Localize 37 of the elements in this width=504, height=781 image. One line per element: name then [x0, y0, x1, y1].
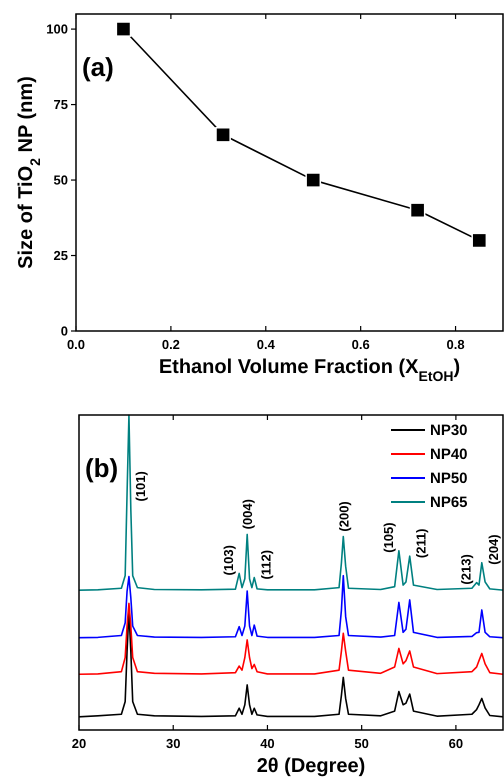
x-axis-title: Ethanol Volume Fraction (X$_{EtOH}$): [158, 356, 460, 384]
annotation: (105): [380, 522, 396, 553]
x-tick-label: 0.4: [256, 337, 276, 352]
y-tick-label: 0: [60, 324, 68, 338]
point: [215, 126, 231, 143]
legend-label: NP30: [430, 422, 468, 439]
x-axis-title: 2θ (Degree): [256, 755, 366, 777]
x-tick-label: 0.2: [162, 337, 180, 352]
annotation: (213): [458, 554, 474, 585]
y-tick-label: 25: [54, 248, 68, 264]
annotation: (101): [132, 471, 148, 502]
y-tick-label: 50: [54, 172, 68, 188]
annotation: (004): [240, 499, 256, 530]
y-tick-label: 75: [54, 97, 68, 112]
annotation: (204): [486, 534, 501, 565]
annotation: (211): [414, 528, 429, 558]
y-tick-label: 100: [46, 22, 68, 37]
x-tick-label: 0.6: [352, 337, 370, 352]
x-tick-label: 0.0: [66, 337, 86, 352]
x-tick-label: 30: [166, 736, 180, 751]
point: [116, 21, 132, 37]
point: [410, 202, 426, 218]
legend-label: NP40: [430, 446, 468, 463]
x-tick-label: 40: [260, 736, 275, 751]
legend-label: NP50: [430, 470, 468, 487]
point: [305, 172, 322, 188]
annotation: (a): [82, 52, 114, 82]
x-tick-label: 20: [72, 736, 86, 751]
annotation: (200): [336, 501, 352, 532]
x-tick-label: 60: [448, 736, 464, 751]
annotation: (112): [258, 550, 274, 580]
annotation: (103): [221, 545, 236, 576]
legend-label: NP65: [430, 494, 468, 511]
x-tick-label: 50: [354, 736, 369, 751]
point: [471, 232, 488, 248]
annotation: (b): [85, 453, 118, 483]
x-tick-label: 0.8: [446, 337, 465, 352]
